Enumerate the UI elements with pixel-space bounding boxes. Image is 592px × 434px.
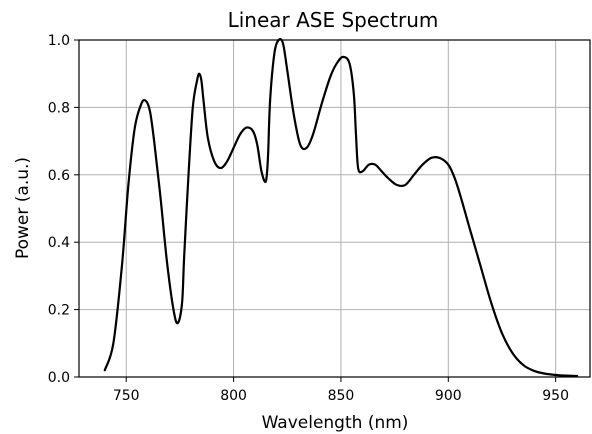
axis-ticks: 750 800 850 900 950 0.0 0.2 0.4 0.6 0.8 1.0: [48, 33, 569, 404]
x-tick-label: 950: [542, 388, 569, 404]
y-axis-label: Power (a.u.): [13, 157, 33, 259]
x-axis-label: Wavelength (nm): [262, 413, 409, 433]
x-tick-label: 850: [328, 388, 355, 404]
y-tick-label: 0.6: [48, 168, 70, 184]
y-tick-label: 0.8: [48, 100, 70, 116]
x-tick-label: 800: [220, 388, 247, 404]
x-tick-label: 750: [113, 388, 140, 404]
y-tick-label: 0.4: [48, 235, 70, 251]
y-tick-label: 0.0: [48, 370, 70, 386]
series-line: [103, 37, 579, 378]
x-tick-label: 900: [435, 388, 462, 404]
y-tick-label: 1.0: [48, 33, 70, 49]
y-tick-label: 0.2: [48, 303, 70, 319]
chart-title: Linear ASE Spectrum: [228, 8, 439, 32]
plot-frame: [78, 39, 591, 378]
